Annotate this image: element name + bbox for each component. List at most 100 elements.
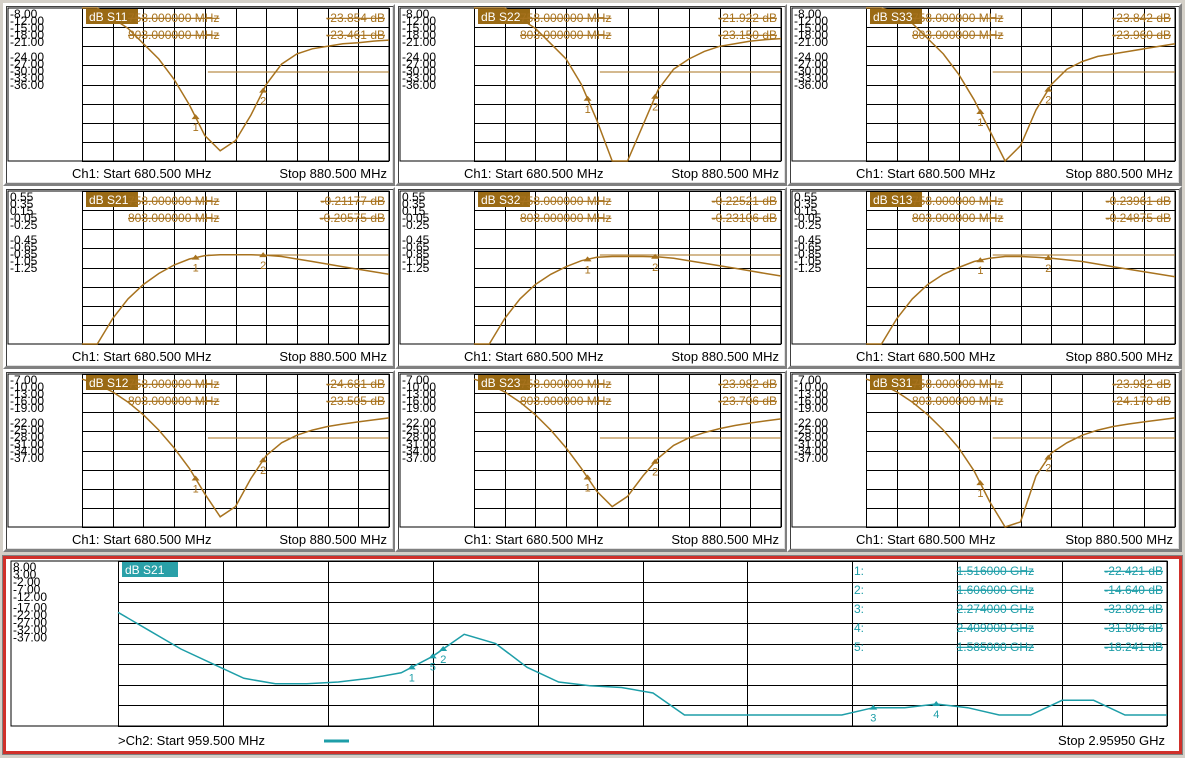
marker-3-freq: 2.274000 GHz — [957, 602, 1034, 616]
y-tick-label: -18.00 — [10, 28, 44, 42]
y-tick-label: -0.65 — [402, 240, 430, 254]
marker-1-value: -0.22521 dB — [712, 194, 777, 208]
y-tick-label: -30.00 — [10, 64, 44, 78]
marker-2-id: 2 — [260, 465, 266, 477]
trace-label-bg — [478, 375, 530, 390]
marker-5-glyph — [428, 653, 437, 659]
y-tick-label: -1.25 — [10, 261, 38, 275]
y-tick-label: -36.00 — [794, 78, 828, 92]
marker-3-id: 3 — [870, 713, 876, 725]
trace-line — [117, 611, 1167, 716]
footer-stop: Stop 880.500 MHz — [671, 532, 779, 547]
marker-5-value: -18.241 dB — [1104, 640, 1163, 654]
y-tick-label: -37.00 — [794, 451, 828, 465]
trace-line — [865, 378, 1176, 528]
marker-1-glyph — [191, 254, 200, 260]
marker-1-id: 1 — [585, 264, 591, 276]
y-tick-label: 0.55 — [794, 190, 818, 204]
footer-stop: Stop 880.500 MHz — [671, 166, 779, 181]
y-tick-label: -1.05 — [794, 254, 822, 268]
y-tick-label: 0.35 — [794, 197, 818, 211]
y-tick-label: -10.00 — [402, 380, 436, 394]
footer-stop: Stop 880.500 MHz — [279, 349, 387, 364]
marker-2-glyph — [651, 458, 660, 464]
y-tick-label: -1.05 — [10, 254, 38, 268]
y-tick-label: -22.00 — [402, 416, 436, 430]
y-tick-label: -27.00 — [794, 57, 828, 71]
ch1-panel-8[interactable]: -7.00 -10.00 -13.00 -16.00 -19.00 -22.00 -25.0… — [787, 369, 1182, 552]
marker-2-glyph — [651, 93, 660, 99]
marker-2-id: 2 — [260, 96, 266, 108]
y-tick-label: -34.00 — [794, 444, 828, 458]
marker-2-id: 2 — [1045, 463, 1051, 475]
y-tick-label: -18.00 — [794, 28, 828, 42]
marker-1-glyph — [191, 114, 200, 120]
y-tick-label: -37.00 — [13, 631, 47, 645]
ch1-panel-7[interactable]: -7.00 -10.00 -13.00 -16.00 -19.00 -22.00 -25.0… — [395, 369, 788, 552]
marker-2-glyph — [259, 252, 268, 258]
y-tick-label: -21.00 — [10, 35, 44, 49]
y-tick-label: -24.00 — [402, 50, 436, 64]
y-tick-label: -16.00 — [794, 394, 828, 408]
footer-start: Ch1: Start 680.500 MHz — [856, 532, 995, 547]
marker-1-glyph — [976, 480, 985, 486]
marker-1-id: 1 — [585, 104, 591, 116]
trace-label: dB S11 — [89, 10, 128, 24]
marker-1-freq: 758.000000 MHz — [520, 377, 611, 391]
y-tick-label: -7.00 — [13, 583, 41, 597]
chart-s12: -7.00-10.00-13.00-16.00-19.00-22.00-25.0… — [7, 373, 390, 547]
marker-2-freq: 1.606000 GHz — [957, 583, 1034, 597]
y-tick-label: -7.00 — [402, 373, 430, 387]
trace-label-bg — [870, 192, 922, 207]
y-tick-label: -8.00 — [10, 7, 38, 21]
marker-2-glyph — [259, 87, 268, 93]
chart-s21: 0.550.350.15-0.05-0.25-0.45-0.65-0.85-1.… — [7, 190, 390, 364]
marker-2-glyph — [651, 253, 660, 259]
footer-stop: Stop 880.500 MHz — [279, 166, 387, 181]
marker-2-freq: 803.000000 MHz — [912, 211, 1003, 225]
y-tick-label: -22.00 — [10, 416, 44, 430]
y-tick-label: -34.00 — [402, 444, 436, 458]
chart-s22: -8.00-12.00-15.00-18.00-21.00-24.00-27.0… — [399, 7, 782, 181]
ch1-panel-1[interactable]: -8.00 -12.00 -15.00 -18.00 -21.00 -24.00 -27.0… — [395, 3, 788, 186]
marker-1-value: -23.842 dB — [1112, 11, 1171, 25]
ch2-panel[interactable]: 8.00 3.00 -2.00 -7.00 -12.00 -17.00 -22.00 -27.… — [3, 556, 1182, 754]
marker-1-id: 1 — [977, 265, 983, 277]
y-tick-label: -22.00 — [13, 608, 47, 622]
marker-5-id: 5 — [430, 661, 436, 673]
trace-label-bg — [870, 375, 922, 390]
marker-2-id: 2 — [1045, 263, 1051, 275]
y-tick-label: -19.00 — [10, 401, 44, 415]
marker-2-freq: 803.000000 MHz — [520, 28, 611, 42]
y-tick-label: -34.00 — [10, 444, 44, 458]
y-tick-label: 0.35 — [402, 197, 426, 211]
trace-label: dB S12 — [89, 376, 129, 390]
y-tick-label: -27.00 — [10, 57, 44, 71]
footer-start: Ch1: Start 680.500 MHz — [464, 166, 603, 181]
ch1-panel-0[interactable]: -8.00 -12.00 -15.00 -18.00 -21.00 -24.00 -27.0… — [3, 3, 396, 186]
y-tick-label: -28.00 — [10, 430, 44, 444]
ch1-panel-4[interactable]: 0.55 0.35 0.15 -0.05 -0.25 -0.45 -0.65 -0.85 -1.… — [395, 186, 788, 369]
footer-stop: Stop 880.500 MHz — [671, 349, 779, 364]
marker-1-value: -0.21177 dB — [321, 194, 386, 208]
marker-1-id: 1 — [193, 263, 199, 275]
y-tick-label: -0.65 — [794, 240, 822, 254]
marker-1-id: 1 — [409, 672, 415, 684]
ch1-panel-2[interactable]: -8.00 -12.00 -15.00 -18.00 -21.00 -24.00 -27.0… — [787, 3, 1182, 186]
marker-4-id: 4 — [933, 709, 939, 721]
footer-start: Ch1: Start 680.500 MHz — [72, 166, 211, 181]
ch1-panel-5[interactable]: 0.55 0.35 0.15 -0.05 -0.25 -0.45 -0.65 -0.85 -1.… — [787, 186, 1182, 369]
y-tick-label: -25.00 — [794, 423, 828, 437]
ch1-panel-3[interactable]: 0.55 0.35 0.15 -0.05 -0.25 -0.45 -0.65 -0.85 -1.… — [3, 186, 396, 369]
footer-start: Ch1: Start 680.500 MHz — [464, 349, 603, 364]
y-tick-label: -0.25 — [10, 218, 38, 232]
marker-2-freq: 803.000000 MHz — [912, 394, 1003, 408]
y-tick-label: 0.35 — [10, 197, 34, 211]
marker-2-id: 2 — [652, 262, 658, 274]
y-tick-label: -24.00 — [794, 50, 828, 64]
ch1-panel-6[interactable]: -7.00 -10.00 -13.00 -16.00 -19.00 -22.00 -25.0… — [3, 369, 396, 552]
marker-1-value: -21.922 dB — [718, 11, 777, 25]
marker-1-glyph — [191, 475, 200, 481]
marker-2-id: 2 — [652, 467, 658, 479]
y-tick-label: -0.05 — [794, 211, 822, 225]
